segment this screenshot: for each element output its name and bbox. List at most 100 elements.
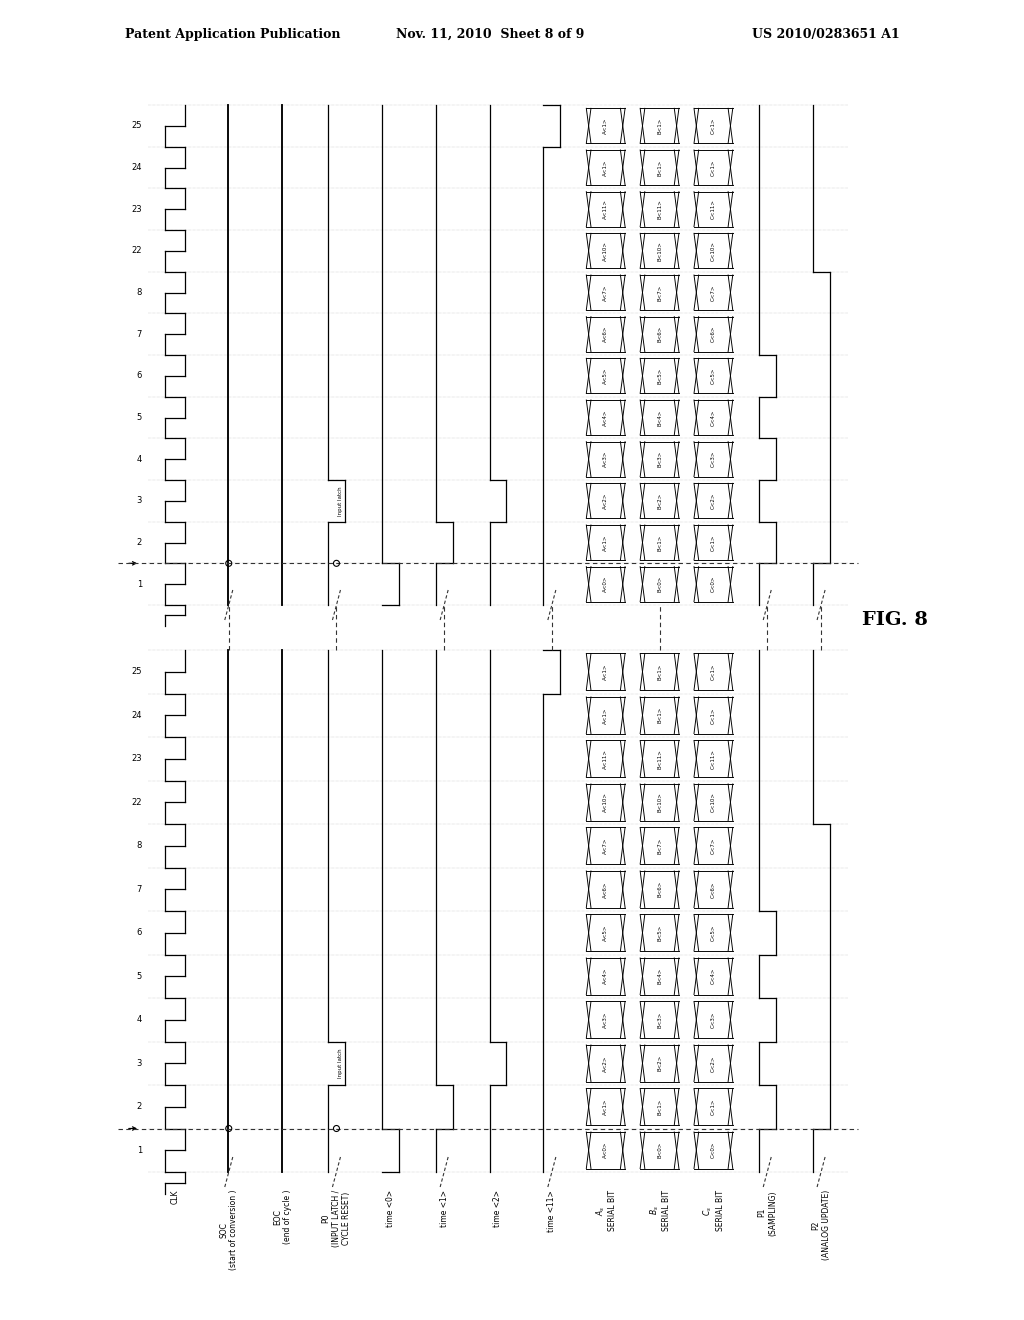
Text: C<6>: C<6>: [711, 880, 716, 898]
Text: A<2>: A<2>: [603, 492, 608, 510]
Text: A<4>: A<4>: [603, 968, 608, 985]
Text: $A_s$
SERIAL BIT: $A_s$ SERIAL BIT: [594, 1191, 617, 1232]
Text: 5: 5: [137, 972, 142, 981]
Text: time <0>: time <0>: [386, 1191, 395, 1228]
Text: Nov. 11, 2010  Sheet 8 of 9: Nov. 11, 2010 Sheet 8 of 9: [396, 28, 584, 41]
Text: B<0>: B<0>: [657, 576, 663, 593]
Text: time <11>: time <11>: [548, 1191, 556, 1232]
Text: B<0>: B<0>: [657, 1142, 663, 1159]
Text: 6: 6: [136, 371, 142, 380]
Text: A<7>: A<7>: [603, 837, 608, 854]
Text: B<5>: B<5>: [657, 924, 663, 941]
Text: C<5>: C<5>: [711, 924, 716, 941]
Text: A<3>: A<3>: [603, 451, 608, 467]
Text: A<10>: A<10>: [603, 792, 608, 812]
Text: B<1>: B<1>: [657, 117, 663, 135]
Text: B<11>: B<11>: [657, 199, 663, 219]
Text: US 2010/0283651 A1: US 2010/0283651 A1: [753, 28, 900, 41]
Text: 25: 25: [131, 121, 142, 131]
Text: B<1>: B<1>: [657, 708, 663, 723]
Text: C<1>: C<1>: [711, 535, 716, 550]
Text: C<1>: C<1>: [711, 664, 716, 680]
Text: $B_s$
SERIAL BIT: $B_s$ SERIAL BIT: [648, 1191, 671, 1232]
Text: $C_s$
SERIAL BIT: $C_s$ SERIAL BIT: [701, 1191, 725, 1232]
Text: C<1>: C<1>: [711, 1098, 716, 1115]
Text: B<1>: B<1>: [657, 1098, 663, 1115]
Text: A<0>: A<0>: [603, 576, 608, 593]
Text: 24: 24: [131, 162, 142, 172]
Text: A<5>: A<5>: [603, 367, 608, 384]
Text: 7: 7: [136, 330, 142, 339]
Text: C<2>: C<2>: [711, 492, 716, 510]
Text: Input latch: Input latch: [339, 1048, 343, 1078]
Text: A<3>: A<3>: [603, 1011, 608, 1028]
Text: B<4>: B<4>: [657, 409, 663, 425]
Text: B<2>: B<2>: [657, 492, 663, 510]
Text: B<2>: B<2>: [657, 1055, 663, 1072]
Text: B<10>: B<10>: [657, 240, 663, 261]
Text: A<0>: A<0>: [603, 1142, 608, 1159]
Text: 4: 4: [137, 454, 142, 463]
Text: C<0>: C<0>: [711, 576, 716, 593]
Text: B<10>: B<10>: [657, 792, 663, 812]
Text: A<7>: A<7>: [603, 284, 608, 301]
Text: C<3>: C<3>: [711, 451, 716, 467]
Text: C<10>: C<10>: [711, 792, 716, 812]
Text: Patent Application Publication: Patent Application Publication: [125, 28, 341, 41]
Text: 23: 23: [131, 205, 142, 214]
Text: C<11>: C<11>: [711, 748, 716, 768]
Text: 8: 8: [136, 288, 142, 297]
Text: B<7>: B<7>: [657, 838, 663, 854]
Text: C<7>: C<7>: [711, 284, 716, 301]
Text: P0
(INPUT LATCH /
CYCLE RESET): P0 (INPUT LATCH / CYCLE RESET): [322, 1191, 351, 1247]
Text: A<5>: A<5>: [603, 924, 608, 941]
Text: C<4>: C<4>: [711, 409, 716, 426]
Text: time <1>: time <1>: [439, 1191, 449, 1228]
Text: time <2>: time <2>: [494, 1191, 503, 1228]
Text: A<6>: A<6>: [603, 326, 608, 342]
Text: 24: 24: [131, 710, 142, 719]
Text: B<11>: B<11>: [657, 748, 663, 768]
Text: B<1>: B<1>: [657, 535, 663, 550]
Text: C<6>: C<6>: [711, 326, 716, 342]
Text: C<5>: C<5>: [711, 367, 716, 384]
Text: C<1>: C<1>: [711, 160, 716, 176]
Text: P2
(ANALOG UPDATE): P2 (ANALOG UPDATE): [811, 1191, 830, 1261]
Text: C<7>: C<7>: [711, 837, 716, 854]
Text: Input latch: Input latch: [339, 486, 343, 516]
Text: FIG. 8: FIG. 8: [862, 611, 928, 630]
Text: C<1>: C<1>: [711, 117, 716, 135]
Text: C<1>: C<1>: [711, 708, 716, 723]
Text: A<1>: A<1>: [603, 664, 608, 680]
Text: 3: 3: [136, 1059, 142, 1068]
Text: C<0>: C<0>: [711, 1142, 716, 1159]
Text: 22: 22: [131, 797, 142, 807]
Text: 25: 25: [131, 667, 142, 676]
Text: B<3>: B<3>: [657, 1011, 663, 1028]
Text: C<4>: C<4>: [711, 968, 716, 985]
Text: P1
(SAMPLING): P1 (SAMPLING): [758, 1191, 777, 1236]
Text: B<1>: B<1>: [657, 664, 663, 680]
Text: 5: 5: [137, 413, 142, 422]
Text: A<1>: A<1>: [603, 160, 608, 176]
Text: A<4>: A<4>: [603, 409, 608, 426]
Text: 1: 1: [137, 1146, 142, 1155]
Text: A<10>: A<10>: [603, 240, 608, 261]
Text: 2: 2: [137, 539, 142, 546]
Text: B<5>: B<5>: [657, 368, 663, 384]
Text: C<11>: C<11>: [711, 199, 716, 219]
Text: SOC
(start of conversion ): SOC (start of conversion ): [219, 1191, 239, 1270]
Text: 2: 2: [137, 1102, 142, 1111]
Text: B<6>: B<6>: [657, 326, 663, 342]
Text: A<6>: A<6>: [603, 880, 608, 898]
Text: 4: 4: [137, 1015, 142, 1024]
Text: EOC
(end of cycle ): EOC (end of cycle ): [273, 1191, 292, 1245]
Text: A<2>: A<2>: [603, 1055, 608, 1072]
Text: B<3>: B<3>: [657, 451, 663, 467]
Text: C<3>: C<3>: [711, 1011, 716, 1028]
Text: A<11>: A<11>: [603, 199, 608, 219]
Text: A<11>: A<11>: [603, 748, 608, 768]
Text: A<1>: A<1>: [603, 1098, 608, 1115]
Text: 8: 8: [136, 841, 142, 850]
Text: A<1>: A<1>: [603, 708, 608, 723]
